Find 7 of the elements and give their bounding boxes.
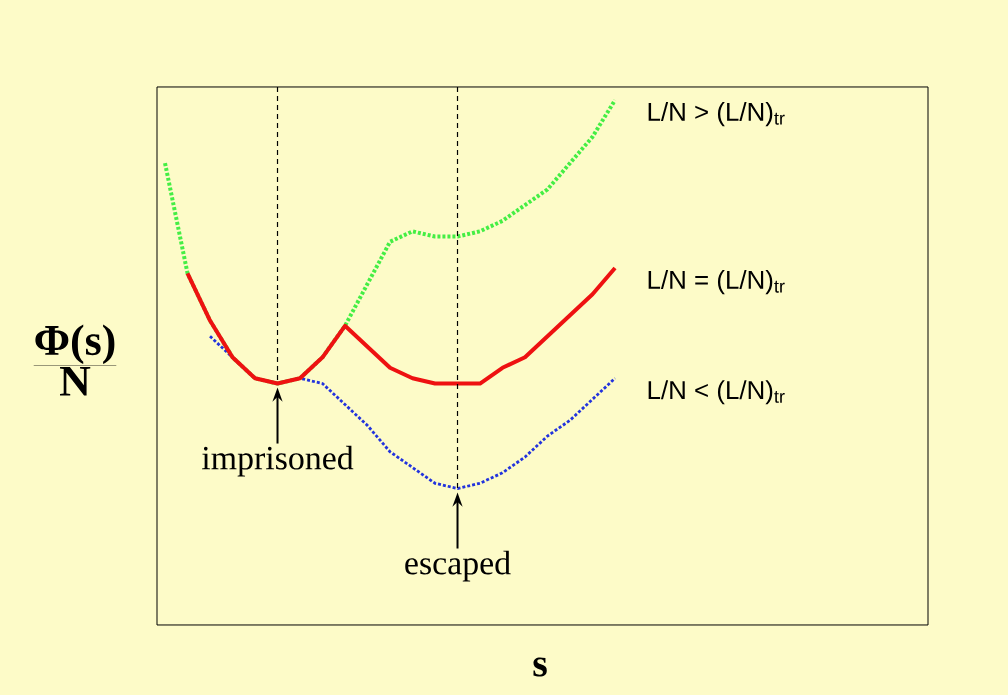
series-label: L/N = (L/N)$_{tr}$ [648, 270, 785, 295]
series-label: L/N < (L/N)$_{tr}$ [648, 380, 785, 405]
annotation: escaped [405, 550, 511, 582]
x-axis-title: s [533, 657, 547, 677]
series-label: L/N > (L/N)$_{tr}$ [648, 102, 785, 127]
annotation: imprisoned [202, 445, 354, 477]
y-axis-title: $\frac{\textbf{Φ(s)}}{\textbf{N}}$ [33, 324, 117, 396]
